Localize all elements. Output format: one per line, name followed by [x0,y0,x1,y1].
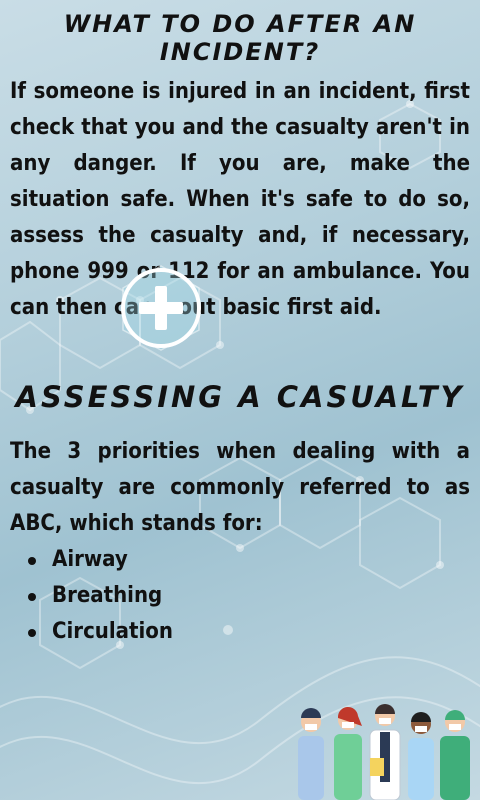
list-item: Airway [20,542,173,578]
medical-staff-illustration [298,704,470,800]
section-2-paragraph: The 3 priorities when dealing with a cas… [10,439,470,536]
section-2-title: Assessing a casualty [15,380,465,414]
list-item: Circulation [20,614,173,650]
section-1-paragraph: If someone is injured in an incident, fi… [10,79,470,320]
section-1-title: What to do after an incident? [63,10,417,66]
plus-in-hexagon-icon [121,265,201,351]
abc-list: Airway Breathing Circulation [20,542,173,650]
list-item: Breathing [20,578,173,614]
